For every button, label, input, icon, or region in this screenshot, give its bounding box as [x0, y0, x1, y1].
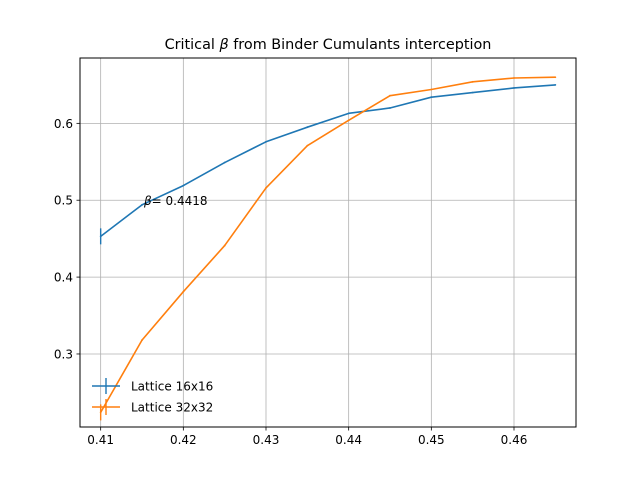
y-tick-label: 0.4 [54, 271, 73, 285]
legend-item: Lattice 32x32 [92, 399, 213, 415]
series-line-2 [99, 76, 556, 413]
series-2-point [141, 339, 143, 342]
x-tick-label: 0.42 [170, 433, 197, 447]
series-1-point [389, 107, 391, 109]
series-2-point [430, 88, 433, 91]
series-2-point [513, 77, 515, 79]
series-2-point [182, 290, 185, 293]
grid [80, 58, 576, 427]
series-2-point [389, 94, 391, 97]
series-1-point [306, 126, 309, 129]
series-1-point [471, 91, 474, 94]
x-tick-label: 0.46 [501, 433, 528, 447]
legend: Lattice 16x16 Lattice 32x32 [92, 378, 213, 415]
series-1-point [554, 84, 557, 86]
chart-title: Critical β from Binder Cumulants interce… [165, 37, 492, 53]
x-tick-label: 0.43 [253, 433, 280, 447]
y-tick-label: 0.6 [54, 117, 73, 131]
series-1-point [182, 184, 185, 187]
legend-label: Lattice 32x32 [131, 401, 213, 415]
series-2-point [347, 119, 350, 122]
series-2-point [471, 80, 474, 83]
y-tick-label: 0.3 [54, 347, 73, 361]
series-2-point [554, 76, 557, 79]
series-1-point [265, 140, 267, 143]
series-2-point [223, 244, 226, 247]
beta-annotation: β= 0.4418 [143, 194, 208, 208]
series-2-point [265, 187, 267, 189]
x-tick-label: 0.41 [87, 433, 114, 447]
series-2-point [306, 144, 309, 147]
x-tick-label: 0.44 [335, 433, 362, 447]
plot-frame [79, 57, 577, 428]
series-1-point [347, 112, 350, 115]
series-1-point [513, 87, 515, 89]
x-tick-label: 0.45 [418, 433, 445, 447]
series-1-point [141, 203, 143, 206]
axis-ticks: 0.41 0.42 0.43 0.44 0.45 0.46 0.3 0.4 0.5 0.6 [54, 117, 527, 447]
series-1-point [430, 96, 433, 99]
legend-label: Lattice 16x16 [131, 380, 213, 394]
legend-item: Lattice 16x16 [92, 378, 213, 394]
series-1-point [223, 161, 226, 164]
series-layer [99, 76, 557, 421]
y-tick-label: 0.5 [54, 194, 73, 208]
series-line-1 [100, 84, 556, 237]
